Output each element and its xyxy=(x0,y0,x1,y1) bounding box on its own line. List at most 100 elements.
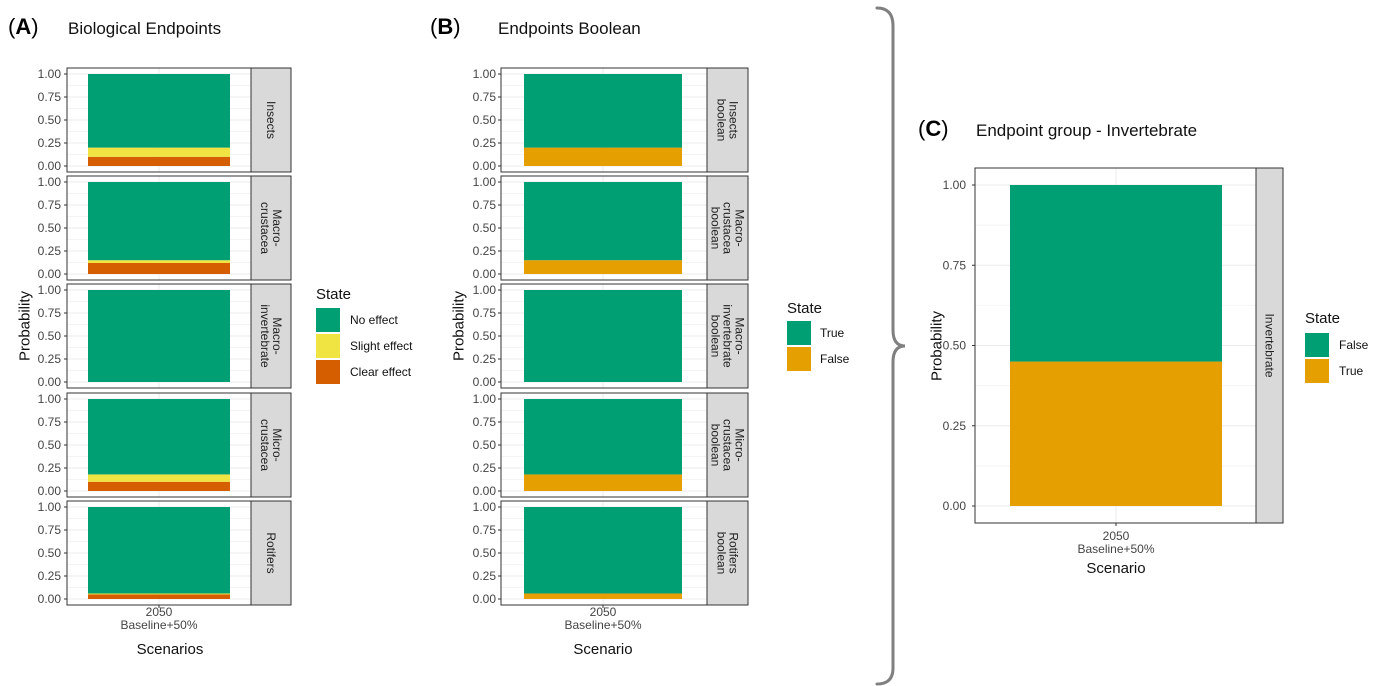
facet-strip-label: Invertebrate xyxy=(1263,313,1277,377)
panel-title: Biological Endpoints xyxy=(68,19,221,38)
facet-strip xyxy=(250,392,292,498)
facet-strip-label: Insectsboolean xyxy=(715,99,741,142)
x-tick-label: 2050 Baseline+50% xyxy=(564,605,641,632)
y-tick-label: 0.75 xyxy=(473,523,497,537)
y-tick-label: 0.00 xyxy=(38,267,62,281)
y-tick-label: 0.50 xyxy=(943,339,967,353)
legend-label: No effect xyxy=(350,313,398,327)
y-tick-label: 0.25 xyxy=(473,244,497,258)
legend-key xyxy=(1305,333,1329,357)
bar-segment-true xyxy=(524,290,682,382)
legend-label: Clear effect xyxy=(350,365,412,379)
y-tick-label: 0.50 xyxy=(38,221,62,235)
y-tick-label: 0.75 xyxy=(943,258,967,272)
y-tick-label: 0.50 xyxy=(38,329,62,343)
facet-strip-label: Rotifers xyxy=(264,532,278,573)
bar-segment-false xyxy=(524,474,682,491)
y-tick-label: 1.00 xyxy=(473,67,497,81)
legend-key xyxy=(316,308,340,332)
panel-letter-c: (C) xyxy=(918,116,949,141)
bar-segment-true xyxy=(524,399,682,475)
legend-title: State xyxy=(787,300,822,317)
y-tick-label: 0.75 xyxy=(38,306,62,320)
y-tick-label: 0.00 xyxy=(473,267,497,281)
y-tick-label: 0.25 xyxy=(473,352,497,366)
x-tick-label: 2050 Baseline+50% xyxy=(120,605,197,632)
x-axis-title: Scenario xyxy=(573,641,632,658)
curly-brace xyxy=(875,6,906,686)
y-tick-label: 0.00 xyxy=(38,375,62,389)
y-tick-label: 0.00 xyxy=(943,499,967,513)
y-tick-label: 0.25 xyxy=(473,569,497,583)
x-axis-title: Scenarios xyxy=(137,641,204,658)
bar-segment-false xyxy=(1010,185,1222,362)
facet-strip xyxy=(1255,167,1284,524)
y-tick-label: 1.00 xyxy=(38,67,62,81)
facet-strip xyxy=(250,500,292,606)
y-tick-label: 0.75 xyxy=(473,90,497,104)
facet-strip-label: Micro-crustaceaboolean xyxy=(709,419,747,471)
y-tick-label: 0.75 xyxy=(473,415,497,429)
bar-segment-clear-effect xyxy=(88,262,230,274)
y-tick-label: 0.00 xyxy=(473,592,497,606)
y-tick-label: 0.75 xyxy=(38,198,62,212)
y-tick-label: 0.75 xyxy=(38,90,62,104)
y-tick-label: 0.25 xyxy=(473,136,497,150)
y-tick-label: 0.25 xyxy=(943,419,967,433)
legend-key xyxy=(316,334,340,358)
facet-strip-label: Macro-crustaceaboolean xyxy=(709,202,747,254)
y-tick-label: 1.00 xyxy=(943,178,967,192)
y-tick-label: 0.50 xyxy=(473,221,497,235)
bar-segment-clear-effect xyxy=(88,156,230,166)
y-tick-label: 1.00 xyxy=(38,283,62,297)
y-tick-label: 1.00 xyxy=(473,175,497,189)
bar-segment-slight-effect xyxy=(88,260,230,263)
bar-segment-no-effect xyxy=(88,182,230,261)
facet-strip-label: Micro-crustacea xyxy=(258,419,284,471)
bar-segment-true xyxy=(524,507,682,594)
bar-segment-slight-effect xyxy=(88,147,230,157)
y-tick-label: 0.50 xyxy=(473,329,497,343)
panel-title: Endpoint group - Invertebrate xyxy=(976,121,1197,140)
facet-strip xyxy=(706,67,749,173)
facet-strip-label: Insects xyxy=(264,101,278,139)
y-tick-label: 0.75 xyxy=(38,415,62,429)
panel-title: Endpoints Boolean xyxy=(498,19,641,38)
facet-strip-label: Macro-invertebrate xyxy=(258,304,284,368)
bar-segment-clear-effect xyxy=(88,481,230,491)
y-axis-title: Probability xyxy=(451,290,468,361)
bar-segment-false xyxy=(524,593,682,599)
legend-label: True xyxy=(820,326,845,340)
facet-strip xyxy=(706,175,749,281)
y-tick-label: 0.75 xyxy=(38,523,62,537)
facet-strip xyxy=(706,500,749,606)
y-tick-label: 0.25 xyxy=(473,461,497,475)
legend-key xyxy=(787,321,811,345)
y-tick-label: 0.25 xyxy=(38,569,62,583)
y-tick-label: 0.50 xyxy=(473,438,497,452)
y-tick-label: 0.00 xyxy=(38,159,62,173)
y-tick-label: 1.00 xyxy=(473,283,497,297)
panel-letter-a: (A) xyxy=(8,14,39,39)
facet-strip-label: Macro-invertebrateboolean xyxy=(709,304,747,368)
legend-key xyxy=(1305,359,1329,383)
facet-strip-label: Macro-crustacea xyxy=(258,202,284,254)
bar-segment-no-effect xyxy=(88,507,230,594)
facet-strip xyxy=(250,175,292,281)
y-tick-label: 0.50 xyxy=(38,546,62,560)
legend-label: True xyxy=(1339,364,1364,378)
x-axis-title: Scenario xyxy=(1086,560,1145,577)
legend-title: State xyxy=(1305,310,1340,327)
y-tick-label: 0.00 xyxy=(473,159,497,173)
y-tick-label: 0.00 xyxy=(473,484,497,498)
bar-segment-no-effect xyxy=(88,290,230,382)
bar-segment-no-effect xyxy=(88,399,230,475)
y-axis-title: Probability xyxy=(929,310,946,381)
y-tick-label: 0.50 xyxy=(38,113,62,127)
legend-label: False xyxy=(820,352,850,366)
facet-strip-label: Rotifersboolean xyxy=(715,532,741,575)
legend-title: State xyxy=(316,286,351,303)
legend-label: Slight effect xyxy=(350,339,413,353)
x-tick-label: 2050 Baseline+50% xyxy=(1077,529,1154,556)
